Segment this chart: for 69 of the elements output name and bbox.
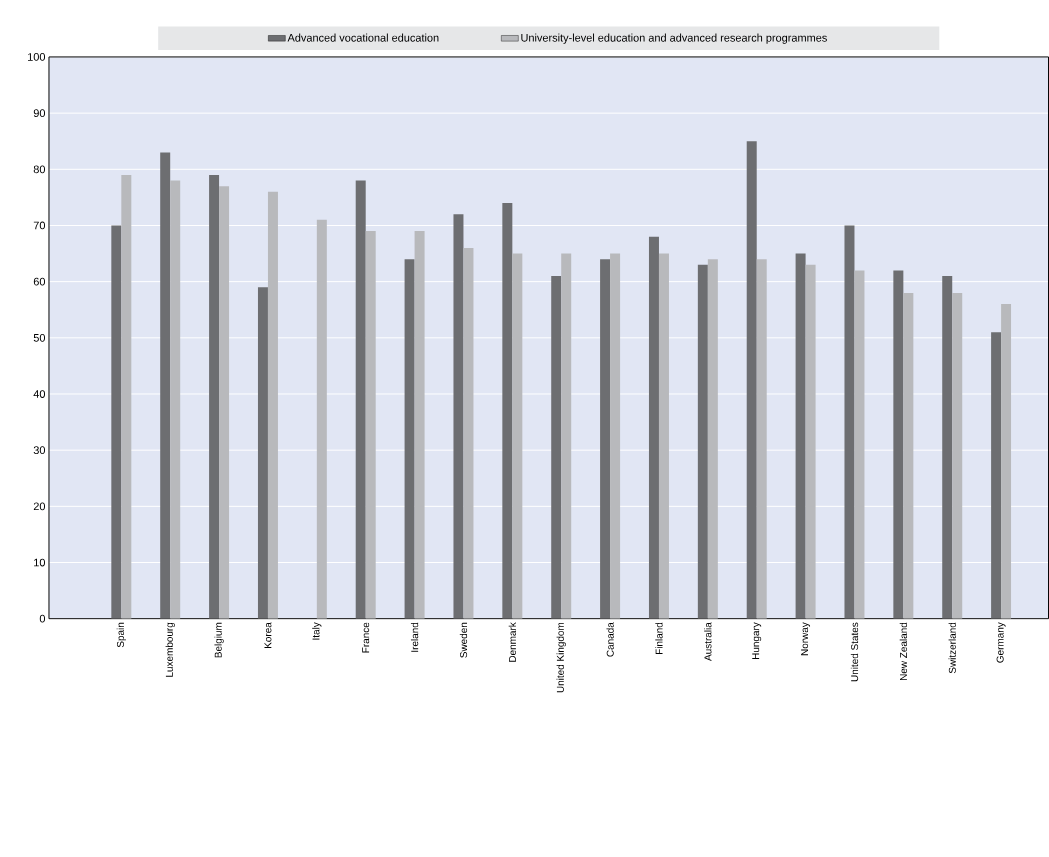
- bar: [844, 225, 855, 619]
- x-tick-label: Denmark: [508, 622, 516, 662]
- x-tick-label: Korea: [264, 622, 272, 649]
- x-tick-label: Norway: [801, 622, 811, 656]
- x-tick-label: Switzerland: [948, 623, 956, 674]
- y-tick-label: 0: [39, 615, 46, 623]
- legend-label: University-level education and advanced research programmes: [521, 33, 827, 44]
- bar: [697, 265, 708, 619]
- bar: [707, 259, 718, 619]
- x-tick-label: Luxembourg: [165, 623, 175, 677]
- bar: [219, 186, 230, 619]
- bar: [942, 276, 953, 619]
- x-tick-label: Spain: [116, 623, 126, 648]
- bar: [463, 248, 474, 619]
- x-tick-label: New Zealand: [899, 623, 907, 681]
- y-tick-label: 80: [33, 165, 46, 174]
- x-tick-label: Finland: [655, 623, 663, 655]
- bar: [209, 175, 220, 619]
- x-tick-label: Hungary: [752, 622, 762, 660]
- bar: [658, 253, 669, 619]
- bar: [854, 270, 865, 619]
- bar: [453, 214, 464, 619]
- bar: [561, 253, 572, 619]
- y-tick-label: 30: [33, 446, 46, 455]
- bar: [257, 287, 268, 619]
- bar: [893, 270, 904, 619]
- bar: [795, 253, 806, 619]
- bar: [121, 175, 132, 619]
- bar: [551, 276, 562, 619]
- y-tick-label: 50: [33, 334, 46, 342]
- bar: [991, 332, 1002, 619]
- x-tick-label: United Kingdom: [556, 623, 566, 693]
- legend-label: Advanced vocational education: [287, 33, 439, 42]
- bar: [111, 225, 122, 619]
- bar: [600, 259, 611, 619]
- bar: [805, 265, 816, 619]
- y-tick-label: 70: [33, 221, 46, 230]
- x-tick-label: Ireland: [410, 623, 419, 652]
- bar: [316, 220, 327, 619]
- bar: [1001, 304, 1012, 619]
- bar: [756, 259, 767, 619]
- x-tick-label: Belgium: [214, 623, 224, 658]
- y-tick-label: 20: [33, 502, 46, 511]
- x-tick-label: Germany: [996, 622, 1006, 663]
- bar: [952, 293, 963, 619]
- x-tick-label: United States: [850, 622, 859, 682]
- bar: [170, 180, 181, 619]
- bar: [365, 231, 376, 619]
- x-tick-label: Australia: [704, 622, 712, 662]
- y-tick-label: 40: [33, 390, 46, 399]
- bar: [648, 236, 659, 619]
- bar: [746, 141, 757, 619]
- bar: [903, 293, 914, 619]
- bar: [502, 203, 513, 619]
- y-tick-label: 90: [33, 109, 46, 118]
- x-tick-label: Italy: [312, 622, 322, 640]
- y-tick-label: 100: [28, 53, 46, 62]
- bar: [512, 253, 523, 619]
- x-tick-label: Canada: [606, 622, 614, 657]
- bar: [267, 191, 278, 619]
- bar: [355, 180, 366, 619]
- y-tick-label: 10: [34, 558, 46, 567]
- x-tick-label: France: [362, 622, 370, 653]
- y-tick-label: 60: [33, 277, 46, 286]
- bar: [610, 253, 621, 619]
- bar: [404, 259, 415, 619]
- bar: [160, 152, 171, 619]
- bar: [414, 231, 425, 619]
- x-tick-label: Sweden: [459, 623, 468, 658]
